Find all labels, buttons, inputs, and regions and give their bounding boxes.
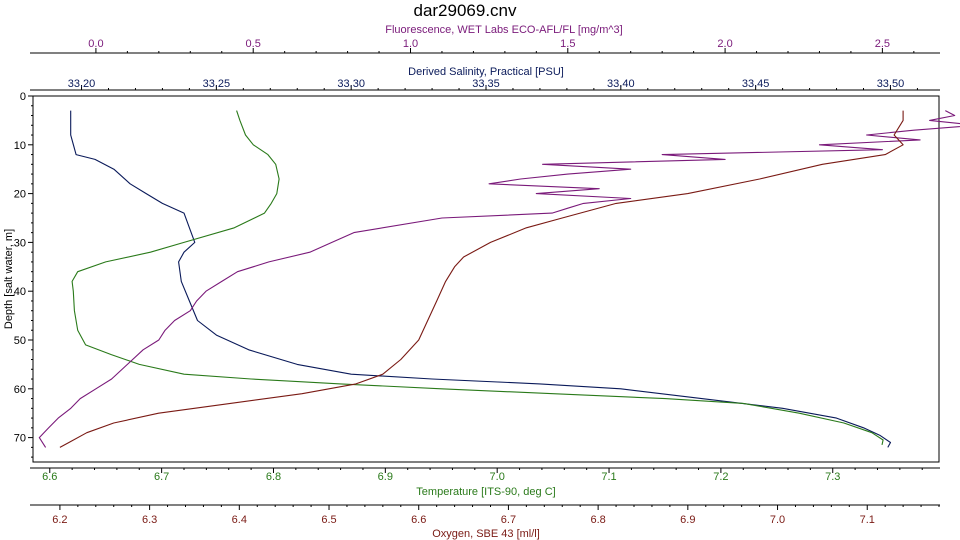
temperature-tick-label: 7.3 [825, 471, 840, 483]
fluorescence-tick-label: 2.0 [717, 38, 732, 50]
fluorescence-profile-line [38, 110, 960, 448]
oxygen-tick-label: 7.1 [860, 514, 875, 526]
oxygen-tick-label: 6.7 [501, 514, 516, 526]
fluorescence-tick-label: 1.5 [560, 38, 575, 50]
oxygen-tick-label: 6.5 [321, 514, 336, 526]
axes-layer: 0.0 0.5 1.0 1.5 2.0 2.5 Fluorescence, WET Labs… [3, 24, 940, 540]
series-layer [38, 110, 960, 448]
depth-tick-label: 0 [20, 91, 26, 103]
temperature-tick-label: 6.9 [378, 471, 393, 483]
depth-tick-label: 10 [14, 140, 26, 152]
salinity-tick-label: 33.20 [68, 78, 96, 90]
fluorescence-tick-label: 1.0 [403, 38, 418, 50]
temperature-profile-line [71, 110, 884, 446]
depth-tick-label: 30 [14, 237, 26, 249]
temperature-tick-label: 6.7 [154, 471, 169, 483]
oxygen-tick-label: 6.6 [411, 514, 426, 526]
salinity-tick-label: 33.25 [203, 78, 231, 90]
temperature-tick-label: 6.8 [266, 471, 281, 483]
fluorescence-tick-label: 0.0 [88, 38, 103, 50]
oxygen-tick-label: 6.9 [680, 514, 695, 526]
salinity-tick-label: 33.40 [607, 78, 635, 90]
salinity-tick-label: 33.35 [472, 78, 500, 90]
depth-tick-label: 40 [14, 286, 26, 298]
salinity-tick-label: 33.50 [877, 78, 905, 90]
plot-frame [32, 95, 940, 463]
oxygen-axis-title: Oxygen, SBE 43 [ml/l] [432, 528, 540, 540]
oxygen-tick-label: 6.8 [590, 514, 605, 526]
temperature-axis-title: Temperature [ITS-90, deg C] [416, 486, 555, 498]
temperature-tick-label: 7.2 [713, 471, 728, 483]
depth-axis-title: Depth [salt water, m] [3, 229, 15, 329]
temperature-tick-label: 6.6 [42, 471, 57, 483]
oxygen-tick-label: 6.4 [232, 514, 247, 526]
salinity-profile-line [70, 110, 892, 448]
depth-tick-label: 60 [14, 384, 26, 396]
oxygen-tick-label: 7.0 [770, 514, 785, 526]
fluorescence-tick-label: 2.5 [875, 38, 890, 50]
depth-tick-label: 70 [14, 433, 26, 445]
salinity-tick-label: 33.30 [337, 78, 365, 90]
oxygen-tick-label: 6.3 [142, 514, 157, 526]
fluorescence-tick-label: 0.5 [246, 38, 261, 50]
fluorescence-axis-title: Fluorescence, WET Labs ECO-AFL/FL [mg/m^… [385, 24, 622, 36]
oxygen-tick-label: 6.2 [52, 514, 67, 526]
salinity-tick-label: 33.45 [742, 78, 770, 90]
depth-tick-label: 20 [14, 189, 26, 201]
depth-tick-label: 50 [14, 335, 26, 347]
chart-title: dar29069.cnv [413, 1, 517, 20]
oxygen-profile-line [59, 110, 904, 448]
temperature-tick-label: 7.0 [490, 471, 505, 483]
salinity-axis-title: Derived Salinity, Practical [PSU] [408, 66, 564, 78]
temperature-tick-label: 7.1 [601, 471, 616, 483]
